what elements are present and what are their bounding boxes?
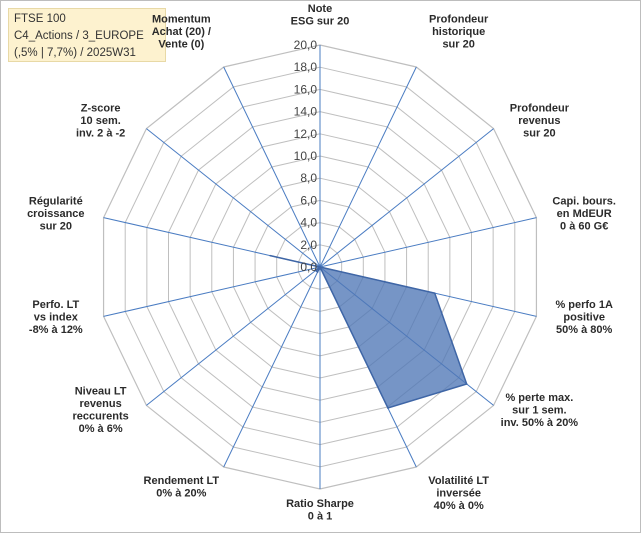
axis-label: Capi. bours. en MdEUR 0 à 60 G€ xyxy=(552,196,616,233)
axis-label-line: Perfo. LT xyxy=(32,299,79,311)
axis-label-line: Profondeur xyxy=(510,103,570,115)
series-area xyxy=(270,254,468,409)
axis-label: Ratio Sharpe 0 à 1 xyxy=(286,498,354,523)
data-point xyxy=(269,254,272,257)
axis-label: Perfo. LT vs index -8% à 12% xyxy=(29,299,83,336)
tick-label: 10,0 xyxy=(294,149,318,163)
axis-label-line: sur 1 sem. xyxy=(512,404,566,416)
axis-label-line: Volatilité LT xyxy=(428,475,489,487)
axis-label-line: 0% à 6% xyxy=(79,423,123,435)
spoke-line xyxy=(146,266,321,406)
tick-label: 8,0 xyxy=(300,171,317,185)
axis-label: Profondeur historique sur 20 xyxy=(429,13,489,50)
axis-label-line: sur 20 xyxy=(442,38,474,50)
axis-label-line: vs index xyxy=(34,311,79,323)
spoke-line xyxy=(223,266,321,468)
axis-label: Momentum Achat (20) / Vente (0) xyxy=(152,13,211,50)
axis-label: Volatilité LT inversée 40% à 0% xyxy=(428,475,489,512)
axis-label-line: Z-score xyxy=(81,103,121,115)
axis-label-line: Profondeur xyxy=(429,13,489,25)
axis-label: Niveau LT revenus reccurents 0% à 6% xyxy=(72,386,128,436)
axis-label-line: 10 sem. xyxy=(80,115,120,127)
axis-label-line: inversée xyxy=(436,488,481,500)
axis-label-line: % perte max. xyxy=(505,392,573,404)
axis-label: Note ESG sur 20 xyxy=(291,3,350,28)
axis-label-line: 40% à 0% xyxy=(434,500,484,512)
axis-label-line: croissance xyxy=(27,208,84,220)
data-point xyxy=(316,271,319,273)
axis-label-line: Achat (20) / xyxy=(152,26,211,38)
axis-label: Profondeur revenus sur 20 xyxy=(510,103,570,140)
axis-label-line: historique xyxy=(432,26,485,38)
spoke-line xyxy=(319,217,537,268)
axis-label: % perfo 1A positive 50% à 80% xyxy=(555,299,613,336)
axis-label-line: Note xyxy=(308,3,332,15)
axis-label-line: Rendement LT xyxy=(144,475,220,487)
axis-label-line: inv. 50% à 20% xyxy=(501,417,579,429)
axis-label-line: reccurents xyxy=(72,411,128,423)
axis-label-line: revenus xyxy=(518,115,560,127)
axis-label-line: % perfo 1A xyxy=(555,299,613,311)
axis-label-line: inv. 2 à -2 xyxy=(76,128,125,140)
spoke-line xyxy=(103,266,321,317)
spoke-line xyxy=(319,66,417,268)
info-line-1: FTSE 100 xyxy=(14,13,66,25)
axis-label-line: Régularité xyxy=(29,196,83,208)
axis-label-line: 0 à 60 G€ xyxy=(560,221,608,233)
axis-label-line: -8% à 12% xyxy=(29,324,83,336)
info-line-2: C4_Actions / 3_EUROPE xyxy=(14,30,144,42)
tick-label: 20,0 xyxy=(294,38,318,52)
axis-label-line: en MdEUR xyxy=(557,208,612,220)
axis-label-line: positive xyxy=(563,311,605,323)
spoke-line xyxy=(319,128,494,268)
spoke-line xyxy=(146,128,321,268)
axis-label: Rendement LT 0% à 20% xyxy=(144,475,220,500)
tick-label: 16,0 xyxy=(294,82,318,96)
axis-label-line: Ratio Sharpe xyxy=(286,498,354,510)
axis-label-line: sur 20 xyxy=(523,128,555,140)
info-line-3: (,5% | 7,7%) / 2025W31 xyxy=(14,47,136,59)
tick-label: 6,0 xyxy=(300,193,317,207)
tick-label: 14,0 xyxy=(294,105,318,119)
axis-label-line: revenus xyxy=(80,398,122,410)
tick-label: 4,0 xyxy=(300,216,317,230)
tick-label: 2,0 xyxy=(300,238,317,252)
spoke-line xyxy=(223,66,321,268)
tick-label: 18,0 xyxy=(294,60,318,74)
axis-label-line: sur 20 xyxy=(40,221,72,233)
axis-label-line: 0 à 1 xyxy=(308,511,332,523)
axis-label-line: Niveau LT xyxy=(75,386,127,398)
axis-label-line: 50% à 80% xyxy=(556,324,612,336)
axis-label-line: 0% à 20% xyxy=(156,488,206,500)
data-point xyxy=(314,269,317,272)
data-point xyxy=(465,383,468,385)
axis-label: Z-score 10 sem. inv. 2 à -2 xyxy=(76,103,125,140)
data-point xyxy=(433,292,436,294)
info-box: FTSE 100 C4_Actions / 3_EUROPE (,5% | 7,… xyxy=(8,8,166,62)
data-point xyxy=(319,266,321,268)
axis-label-line: Capi. bours. xyxy=(552,196,616,208)
axis-label-line: Vente (0) xyxy=(158,38,204,50)
axis-label-line: ESG sur 20 xyxy=(291,16,350,28)
axis-label: % perte max. sur 1 sem. inv. 50% à 20% xyxy=(501,392,579,429)
axis-label: Régularité croissance sur 20 xyxy=(27,196,84,233)
tick-label: 12,0 xyxy=(294,127,318,141)
data-point xyxy=(387,407,389,409)
tick-label: 0,0 xyxy=(300,260,317,274)
axis-label-line: Momentum xyxy=(152,13,211,25)
